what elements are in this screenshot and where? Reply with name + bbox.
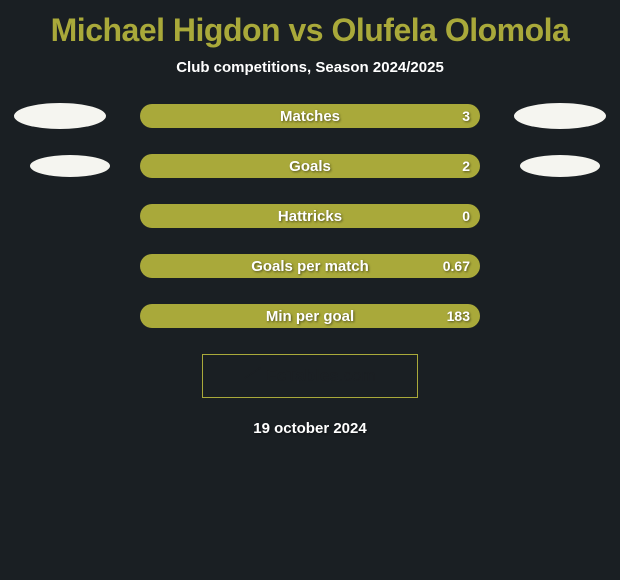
bar-chart-icon bbox=[244, 367, 264, 385]
stat-bar-track: Goals2 bbox=[140, 154, 480, 178]
stat-row: Goals per match0.67 bbox=[0, 254, 620, 278]
stat-bar: Matches3 bbox=[140, 104, 480, 128]
stat-value: 3 bbox=[462, 104, 470, 128]
comparison-widget: Michael Higdon vs Olufela Olomola Club c… bbox=[0, 0, 620, 437]
stat-bar: Hattricks0 bbox=[140, 204, 480, 228]
player-left-marker bbox=[14, 103, 106, 129]
stat-row: Matches3 bbox=[0, 104, 620, 128]
stats-rows: Matches3Goals2Hattricks0Goals per match0… bbox=[0, 104, 620, 328]
stat-row: Hattricks0 bbox=[0, 204, 620, 228]
player-right-marker bbox=[514, 103, 606, 129]
fctables-logo: FcTables.com bbox=[244, 366, 375, 386]
date-label: 19 october 2024 bbox=[0, 420, 620, 437]
player-right-marker bbox=[520, 155, 600, 177]
stat-row: Min per goal183 bbox=[0, 304, 620, 328]
stat-label: Goals per match bbox=[140, 254, 480, 278]
logo-text-bold: FcTables bbox=[266, 366, 338, 385]
fctables-logo-box[interactable]: FcTables.com bbox=[202, 354, 418, 398]
stat-label: Matches bbox=[140, 104, 480, 128]
page-title: Michael Higdon vs Olufela Olomola bbox=[0, 8, 620, 59]
subtitle: Club competitions, Season 2024/2025 bbox=[0, 59, 620, 104]
stat-bar: Goals per match0.67 bbox=[140, 254, 480, 278]
stat-bar-track: Hattricks0 bbox=[140, 204, 480, 228]
logo-text: FcTables.com bbox=[266, 366, 375, 386]
stat-value: 0.67 bbox=[443, 254, 470, 278]
stat-label: Min per goal bbox=[140, 304, 480, 328]
stat-bar: Goals2 bbox=[140, 154, 480, 178]
stat-label: Hattricks bbox=[140, 204, 480, 228]
stat-value: 0 bbox=[462, 204, 470, 228]
stat-bar: Min per goal183 bbox=[140, 304, 480, 328]
logo-text-light: .com bbox=[339, 366, 376, 385]
player-left-marker bbox=[30, 155, 110, 177]
stat-row: Goals2 bbox=[0, 154, 620, 178]
stat-bar-track: Goals per match0.67 bbox=[140, 254, 480, 278]
stat-value: 183 bbox=[447, 304, 470, 328]
stat-bar-track: Matches3 bbox=[140, 104, 480, 128]
stat-bar-track: Min per goal183 bbox=[140, 304, 480, 328]
stat-value: 2 bbox=[462, 154, 470, 178]
stat-label: Goals bbox=[140, 154, 480, 178]
